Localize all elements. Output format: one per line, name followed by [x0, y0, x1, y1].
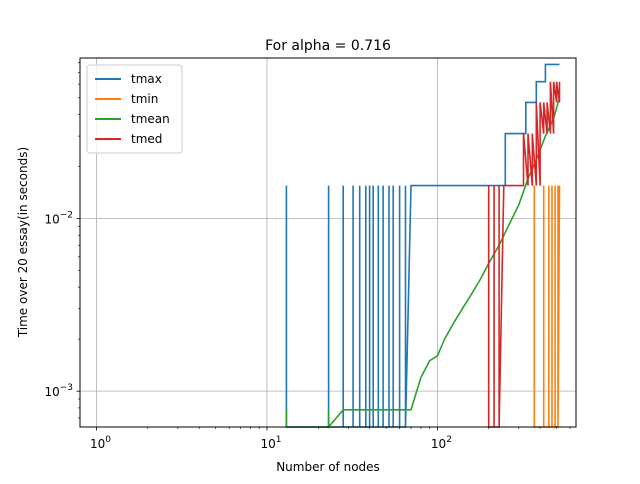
legend-box: [86, 64, 183, 154]
legend-label-tmin: tmin: [131, 92, 158, 106]
x-tick-label: 100: [90, 435, 111, 451]
x-axis-ticks: 100 101 102: [90, 427, 571, 451]
x-axis-label: Number of nodes: [276, 460, 380, 474]
y-axis-label: Time over 20 essay(in seconds): [16, 147, 30, 338]
legend-label-tmax: tmax: [131, 72, 162, 86]
plot-frame: [79, 57, 577, 428]
chart-title: For alpha = 0.716: [265, 38, 391, 54]
x-tick-label: 102: [431, 435, 452, 451]
y-axis-ticks: 10−3 10−2: [44, 62, 80, 419]
x-tick-label: 101: [260, 435, 281, 451]
y-tick-label: 10−2: [44, 210, 73, 226]
legend-label-tmean: tmean: [131, 112, 170, 126]
y-tick-label: 10−3: [44, 383, 73, 399]
legend: tmax tmin tmean tmed: [86, 64, 183, 154]
legend-label-tmed: tmed: [131, 132, 162, 146]
series-line-tmean: [285, 97, 561, 430]
